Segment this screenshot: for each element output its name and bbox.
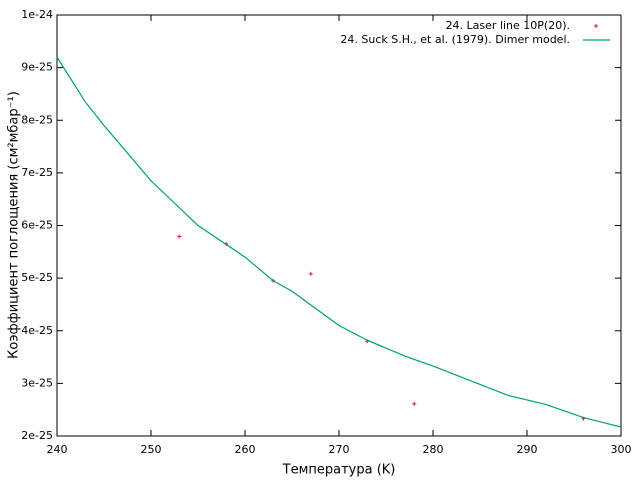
- y-tick-label: 1e-24: [21, 8, 53, 21]
- y-tick-label: 5e-25: [21, 271, 53, 284]
- x-tick-label: 270: [329, 443, 350, 456]
- x-tick-label: 250: [141, 443, 162, 456]
- x-tick-label: 240: [47, 443, 68, 456]
- data-point: [412, 401, 417, 406]
- y-tick-label: 2e-25: [21, 429, 53, 442]
- x-tick-label: 260: [235, 443, 256, 456]
- data-point: [308, 271, 313, 276]
- legend-label: 24. Suck S.H., et al. (1979). Dimer mode…: [340, 33, 570, 46]
- y-tick-label: 7e-25: [21, 166, 53, 179]
- y-tick-label: 9e-25: [21, 61, 53, 74]
- plot-border: [56, 14, 622, 437]
- legend-label: 24. Laser line 10P(20).: [446, 19, 570, 32]
- data-point: [177, 234, 182, 239]
- y-tick-label: 3e-25: [21, 376, 53, 389]
- y-axis-title: Коэффициент поглощения (см²мбар⁻¹): [7, 91, 22, 359]
- legend-swatch: [594, 24, 598, 28]
- data-line: [56, 56, 622, 428]
- y-tick-label: 6e-25: [21, 219, 53, 232]
- x-tick-label: 300: [611, 443, 632, 456]
- x-tick-label: 290: [517, 443, 538, 456]
- x-axis-title: Температура (K): [282, 463, 396, 478]
- y-tick-label: 4e-25: [21, 324, 53, 337]
- x-tick-label: 280: [423, 443, 444, 456]
- y-tick-label: 8e-25: [21, 113, 53, 126]
